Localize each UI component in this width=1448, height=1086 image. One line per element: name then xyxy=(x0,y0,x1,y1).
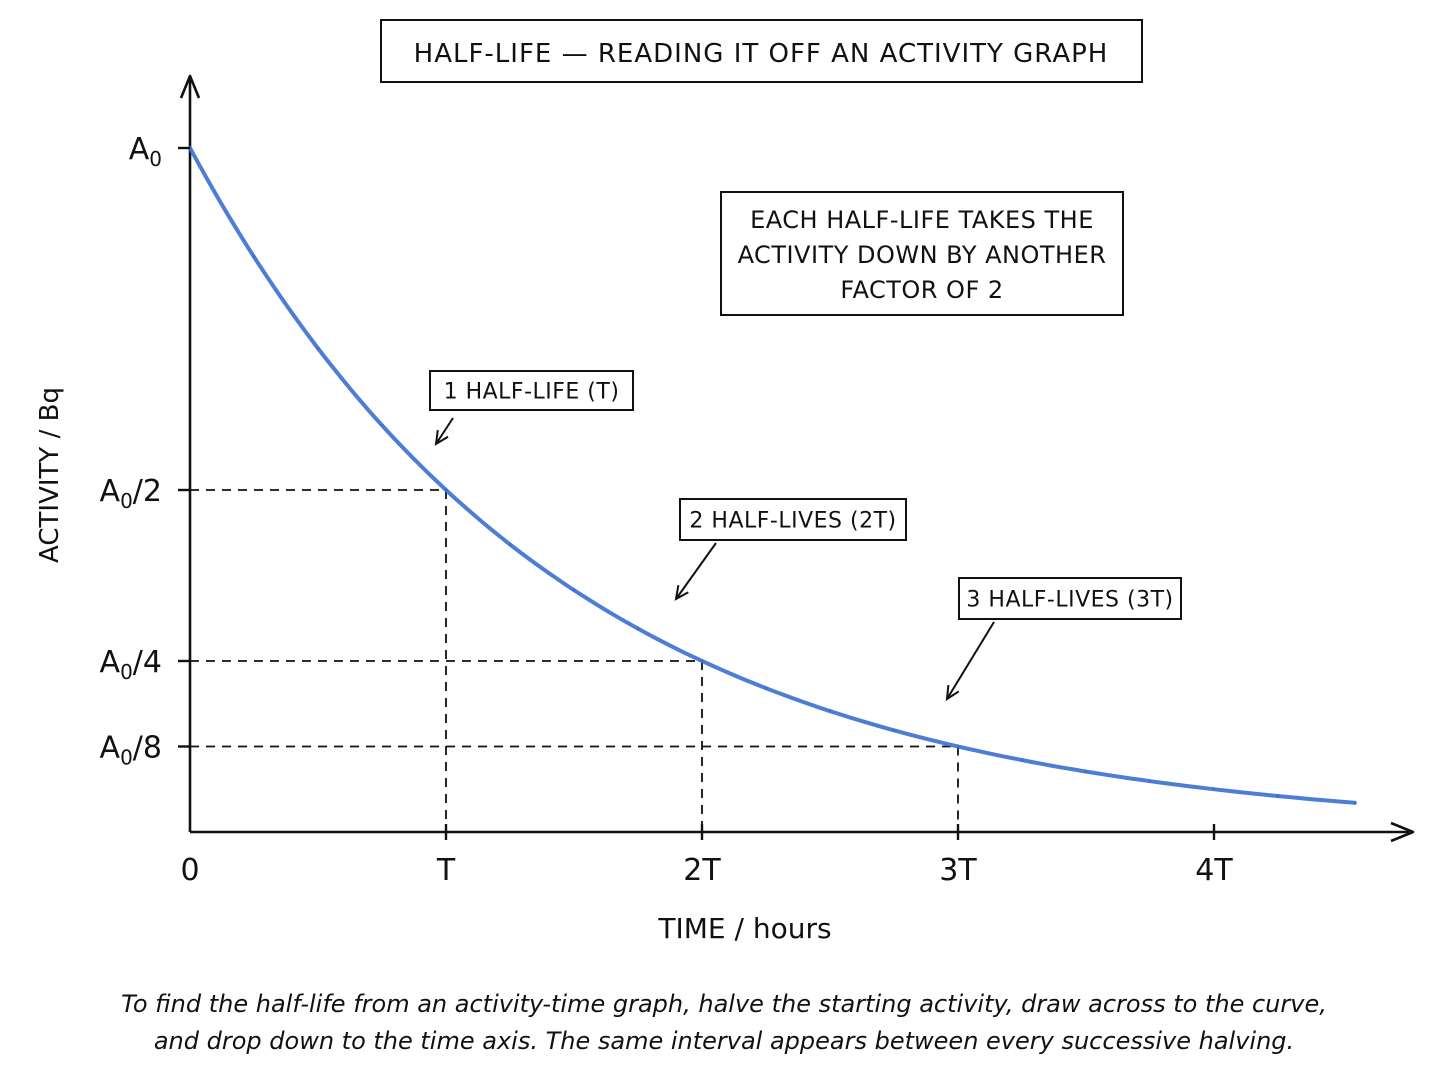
note-line: FACTOR OF 2 xyxy=(840,276,1003,304)
figure-caption: To find the half-life from an activity-t… xyxy=(0,986,1448,1060)
annotation-box xyxy=(429,370,634,411)
annotation-arrow xyxy=(946,621,995,700)
annotation-label: 3 HALF-LIVES (3T) xyxy=(966,588,1173,613)
data-point xyxy=(444,488,448,492)
annotations: 1 HALF-LIFE (T) 2 HALF-LIVES (2T) 3 HALF-L… xyxy=(429,370,1182,701)
data-point xyxy=(892,728,896,732)
guide-lines xyxy=(190,489,959,832)
note-line: ACTIVITY DOWN BY ANOTHER xyxy=(738,241,1107,269)
caption-line: and drop down to the time axis. The same… xyxy=(153,1027,1295,1055)
data-series xyxy=(188,146,1357,805)
annotation-arrowhead xyxy=(674,585,689,601)
data-point xyxy=(764,686,768,690)
axes xyxy=(179,74,1415,843)
data-point xyxy=(316,346,320,350)
data-point xyxy=(508,543,512,547)
tick-labels: 0 T 2T 3T 4T A0 A0/2 A0/4 A0/8 xyxy=(100,132,1234,888)
x-axis-arrowhead xyxy=(1390,821,1415,843)
chart-title: HALF-LIFE — READING IT OFF AN ACTIVITY G… xyxy=(414,39,1109,69)
title-box xyxy=(380,19,1143,83)
data-point xyxy=(700,659,704,663)
caption-line: To find the half-life from an activity-t… xyxy=(121,990,1327,1018)
x-tick-label: 2T xyxy=(683,853,721,888)
data-point xyxy=(1148,779,1152,783)
x-tick-label: 0 xyxy=(180,853,199,888)
data-point xyxy=(380,423,384,427)
annotation-arrowhead xyxy=(434,429,449,446)
y-tick-label: A0/4 xyxy=(100,645,162,684)
annotation-label: 2 HALF-LIVES (2T) xyxy=(689,509,896,534)
data-point xyxy=(828,709,832,713)
y-tick-label: A0 xyxy=(129,132,162,171)
y-axis-label: ACTIVITY / Bq xyxy=(35,387,65,563)
data-point xyxy=(252,255,256,259)
data-point xyxy=(956,745,960,748)
data-point xyxy=(1020,758,1024,762)
x-tick-label: 3T xyxy=(939,853,977,888)
annotation-arrowhead xyxy=(945,684,960,701)
data-point xyxy=(1212,787,1216,791)
annotation-arrow xyxy=(435,417,454,445)
y-axis-arrowhead xyxy=(179,74,201,99)
note-line: EACH HALF-LIFE TAKES THE xyxy=(750,206,1094,234)
data-point xyxy=(1353,801,1357,805)
annotation-label: 1 HALF-LIFE (T) xyxy=(444,380,620,405)
y-tick-label: A0/2 xyxy=(100,474,162,513)
decay-curve xyxy=(188,146,1357,805)
x-tick-label: 4T xyxy=(1195,853,1233,888)
annotation-arrow xyxy=(675,542,717,600)
annotation-box xyxy=(679,498,907,541)
data-point xyxy=(1276,794,1280,798)
y-tick-label: A0/8 xyxy=(100,731,162,770)
data-point xyxy=(572,588,576,592)
data-point xyxy=(636,627,640,631)
note-box xyxy=(720,191,1124,316)
x-axis-label: TIME / hours xyxy=(657,912,831,945)
x-tick-label: T xyxy=(436,853,456,888)
data-point xyxy=(1084,770,1088,774)
annotation-box xyxy=(958,577,1182,620)
